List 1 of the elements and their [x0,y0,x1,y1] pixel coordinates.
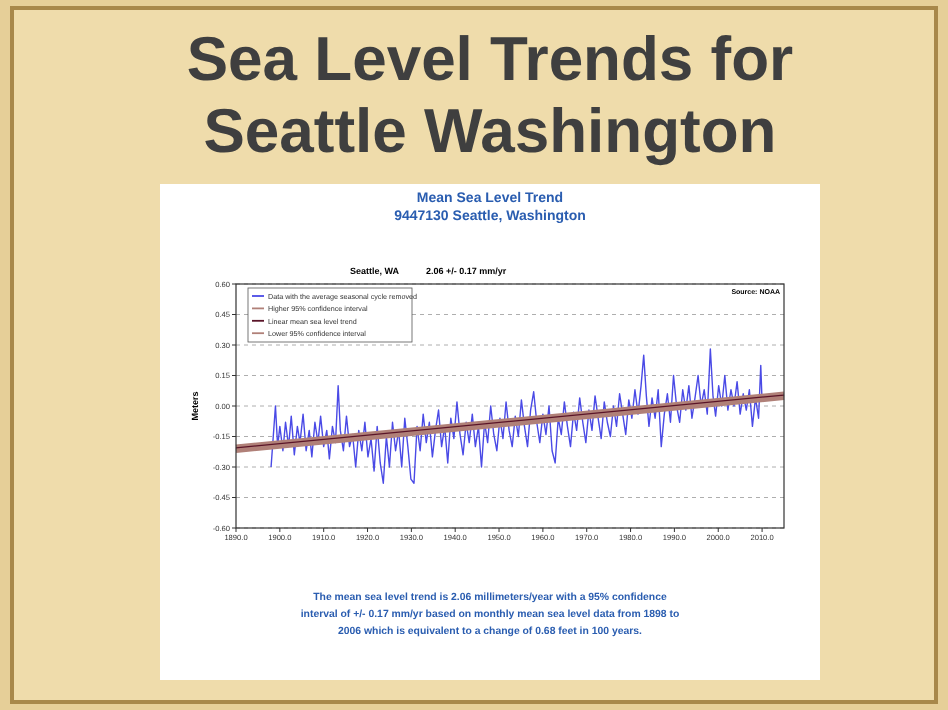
chart-title: Sea Level Trends for Seattle Washington [186,24,794,166]
